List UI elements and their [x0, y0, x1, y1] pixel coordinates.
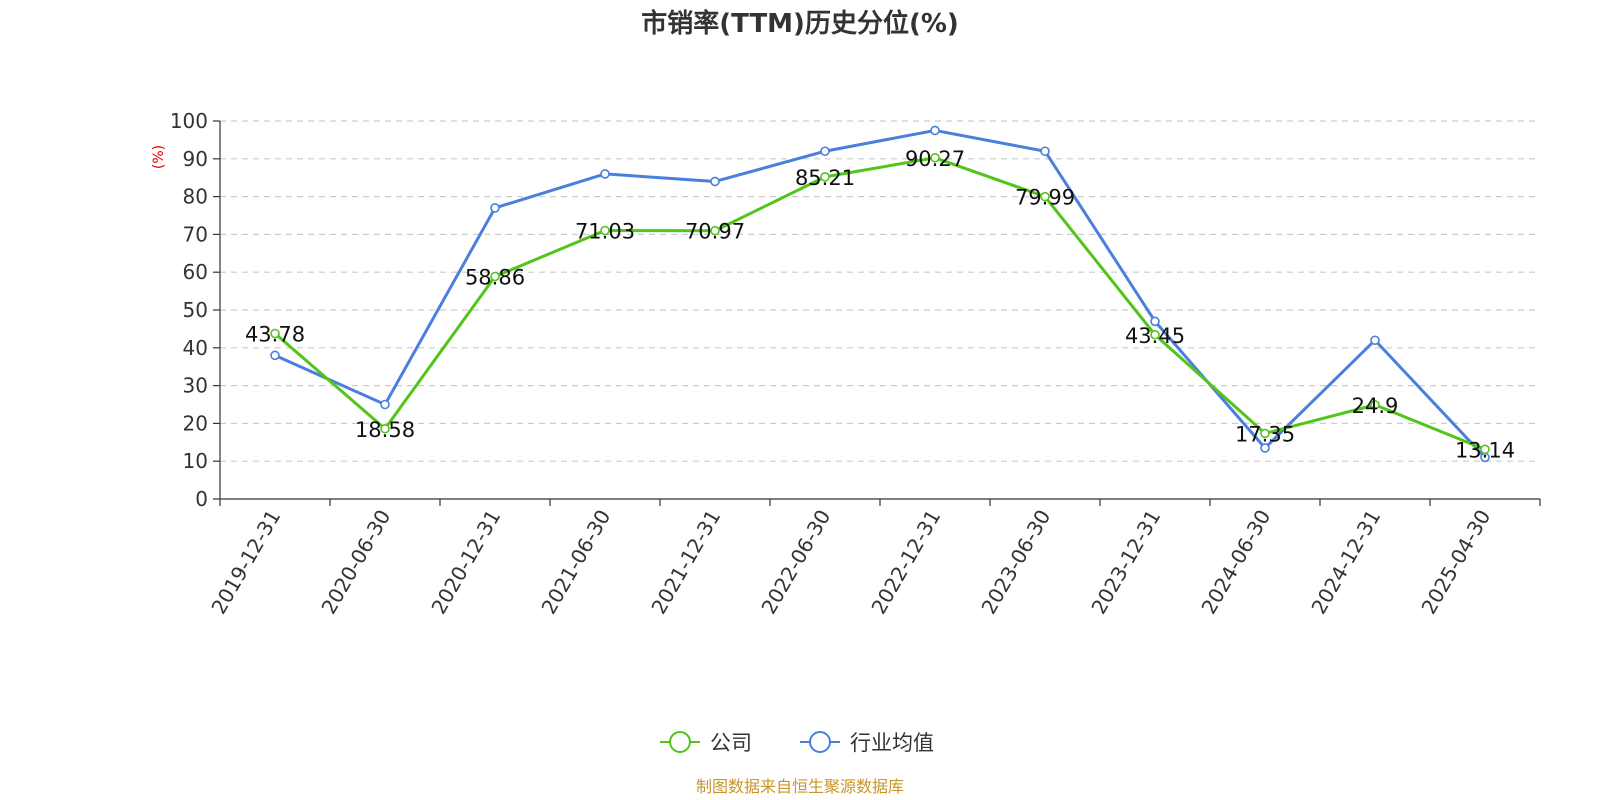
y-axis-label: (%) — [151, 145, 167, 169]
x-tick-label: 2022-12-31 — [866, 506, 945, 619]
point-1 — [380, 399, 390, 410]
point-0 — [270, 328, 280, 339]
point-1 — [600, 169, 610, 179]
legend-marker — [669, 731, 691, 753]
data-label: 85.21 — [795, 166, 855, 190]
chart-title: 市销率(TTM)历史分位(%) — [641, 8, 959, 39]
data-label: 70.97 — [685, 220, 745, 244]
point-1 — [1150, 316, 1160, 327]
y-tick-label: 50 — [183, 298, 208, 322]
y-tick-label: 10 — [183, 449, 208, 473]
legend-label: 行业均值 — [850, 731, 934, 755]
y-tick-label: 70 — [183, 222, 208, 246]
legend-marker — [809, 731, 831, 753]
point-1 — [1260, 443, 1270, 453]
point-1 — [490, 203, 500, 213]
point-1 — [1040, 146, 1050, 157]
x-tick-label: 2019-12-31 — [206, 506, 285, 619]
point-1 — [820, 146, 830, 157]
y-tick-label: 90 — [183, 147, 208, 171]
point-0 — [820, 172, 830, 182]
data-label: 13.14 — [1455, 438, 1515, 462]
x-tick-label: 2025-04-30 — [1416, 506, 1495, 619]
y-tick-label: 0 — [195, 487, 208, 511]
point-1 — [930, 125, 940, 136]
series-layer — [270, 125, 1490, 463]
point-0 — [490, 271, 500, 282]
x-tick-label: 2023-06-30 — [976, 506, 1055, 619]
y-tick-label: 40 — [183, 336, 208, 360]
grid — [220, 120, 1540, 462]
point-0 — [1260, 428, 1270, 439]
point-0 — [1480, 444, 1490, 455]
data-label: 24.9 — [1352, 394, 1399, 418]
data-label: 90.27 — [905, 147, 965, 171]
x-tick-label: 2024-06-30 — [1196, 506, 1275, 619]
y-tick-label: 100 — [170, 109, 208, 133]
y-tick-label: 80 — [183, 185, 208, 209]
data-label: 58.86 — [465, 266, 525, 290]
x-tick-label: 2023-12-31 — [1086, 506, 1165, 619]
x-tick-label: 2021-06-30 — [536, 506, 615, 619]
x-tick-label: 2024-12-31 — [1306, 506, 1385, 619]
point-0 — [600, 225, 610, 236]
point-0 — [1370, 400, 1380, 410]
point-1 — [270, 350, 280, 361]
point-0 — [710, 225, 720, 236]
series-line-0 — [274, 156, 1486, 451]
data-labels: 43.78 18.58 58.86 71.03 70.97 85.21 90.27 79.99… — [245, 147, 1515, 463]
data-label: 71.03 — [575, 220, 635, 244]
data-label: 43.45 — [1125, 324, 1185, 348]
x-tick-label: 2020-06-30 — [316, 506, 395, 619]
legend-label: 公司 — [710, 731, 752, 755]
point-1 — [710, 176, 720, 187]
legend: 公司 行业均值 — [660, 731, 934, 755]
x-tick-label: 2022-06-30 — [756, 506, 835, 619]
y-tick-label: 60 — [183, 260, 208, 284]
series-line-1 — [274, 128, 1487, 459]
data-label: 17.35 — [1235, 422, 1295, 446]
point-0 — [1150, 329, 1160, 340]
point-0 — [1040, 191, 1050, 202]
y-tick-label: 30 — [183, 374, 208, 398]
point-0 — [380, 423, 390, 434]
point-1 — [1370, 335, 1380, 346]
source-note: 制图数据来自恒生聚源数据库 — [696, 777, 904, 796]
y-tick-label: 20 — [183, 411, 208, 435]
x-tick-label: 2020-12-31 — [426, 506, 505, 619]
x-tick-label: 2021-12-31 — [646, 506, 725, 619]
point-0 — [930, 152, 940, 163]
data-label: 18.58 — [355, 418, 415, 442]
data-label: 79.99 — [1015, 186, 1075, 210]
data-label: 43.78 — [245, 323, 305, 347]
